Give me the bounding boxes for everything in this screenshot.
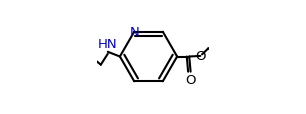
Text: O: O (185, 74, 196, 87)
Text: N: N (129, 25, 139, 38)
Text: O: O (195, 50, 206, 62)
Text: HN: HN (98, 38, 118, 51)
